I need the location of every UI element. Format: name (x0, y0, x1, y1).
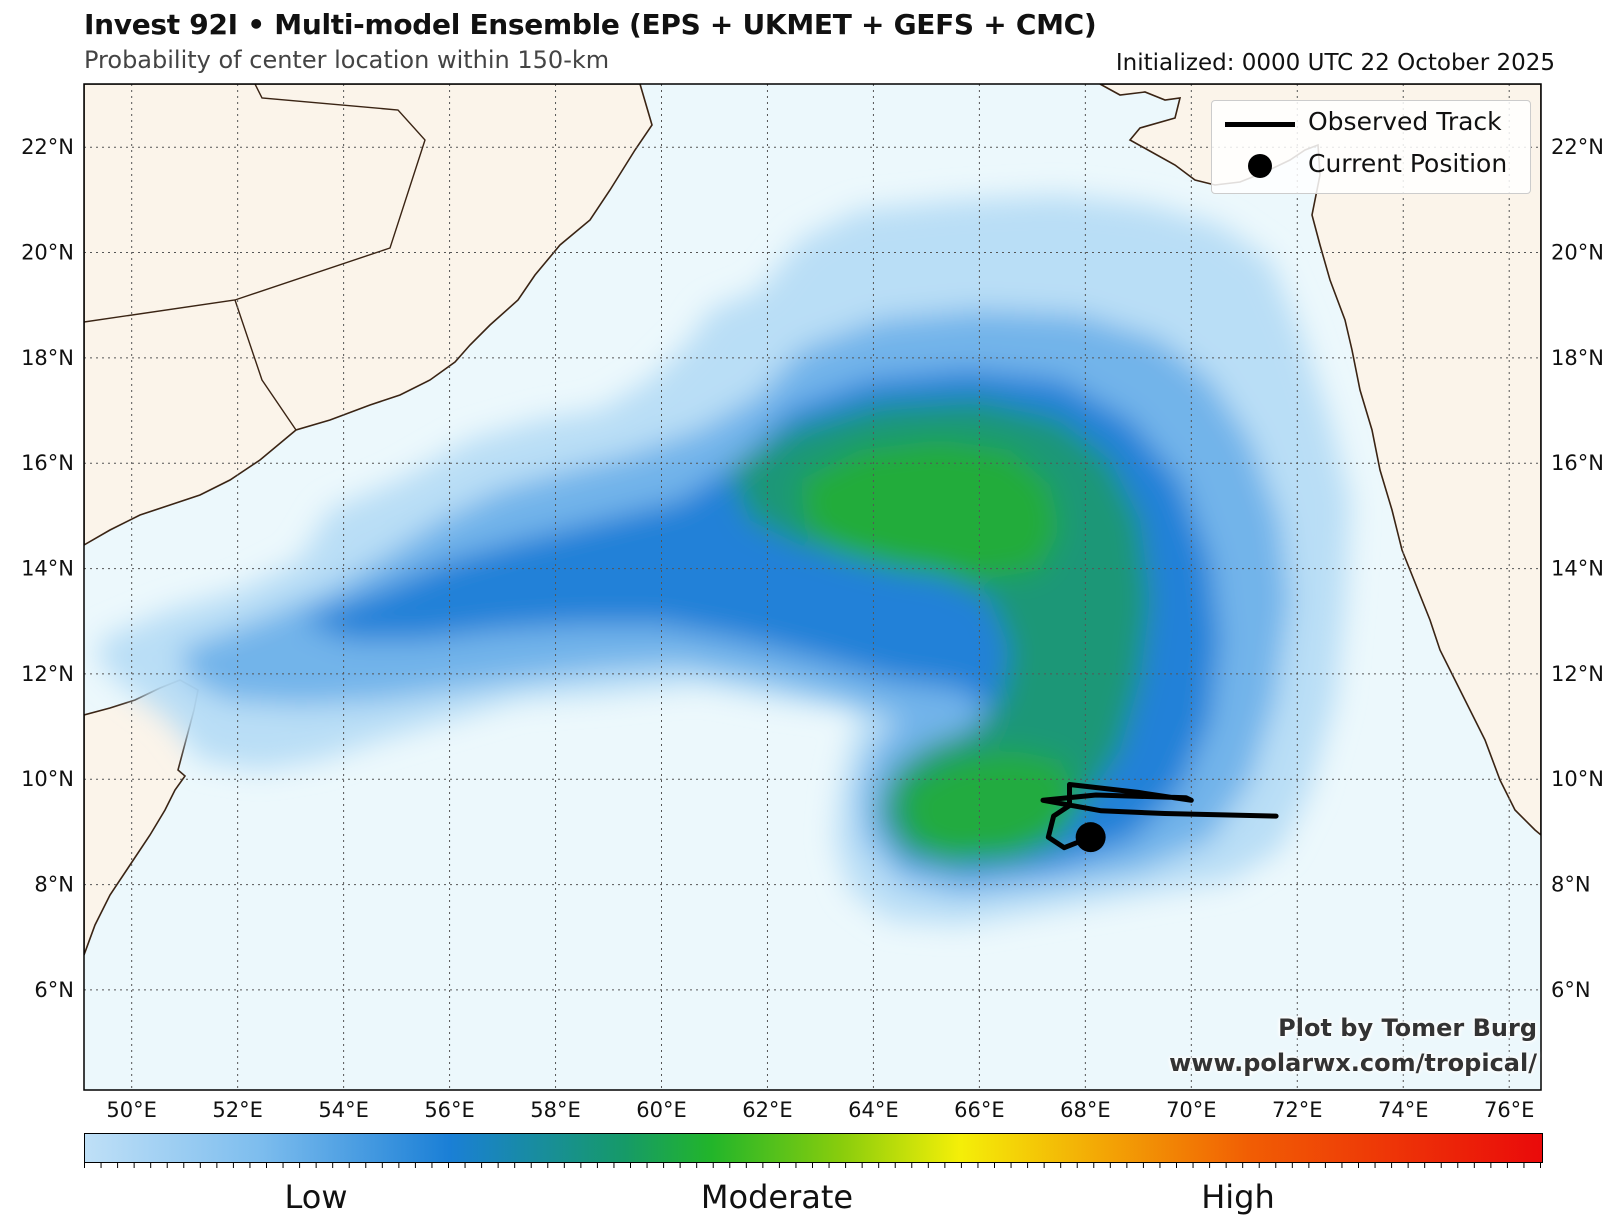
lon-tick-label: 76°E (1484, 1098, 1535, 1122)
colorbar-label-moderate: Moderate (700, 1178, 854, 1216)
lon-tick-label: 70°E (1166, 1098, 1217, 1122)
lon-tick-label: 72°E (1272, 1098, 1323, 1122)
legend: Observed Track Current Position (1211, 100, 1531, 194)
lon-tick-label: 56°E (424, 1098, 475, 1122)
lon-tick-label: 54°E (318, 1098, 369, 1122)
lon-tick-label: 52°E (212, 1098, 263, 1122)
lon-tick-label: 74°E (1378, 1098, 1429, 1122)
lon-tick-label: 58°E (530, 1098, 581, 1122)
lat-tick-label-left: 6°N (34, 978, 74, 1002)
lat-tick-label-right: 18°N (1551, 346, 1604, 370)
colorbar-label-low: Low (284, 1178, 348, 1216)
legend-label: Observed Track (1308, 107, 1502, 136)
arabian-peninsula (84, 84, 653, 546)
lat-tick-label-right: 8°N (1551, 873, 1591, 897)
lat-tick-label-left: 10°N (21, 767, 74, 791)
credit-author: Plot by Tomer Burg (1278, 1014, 1537, 1042)
init-time: Initialized: 0000 UTC 22 October 2025 (1115, 50, 1555, 76)
lat-tick-label-right: 10°N (1551, 767, 1604, 791)
colorbar (84, 1133, 1543, 1163)
legend-dot-swatch (1248, 154, 1272, 178)
lon-tick-label: 62°E (742, 1098, 793, 1122)
legend-line-swatch (1225, 122, 1295, 127)
legend-item-observed-track: Observed Track (1212, 103, 1530, 143)
observed-track (1040, 782, 1279, 851)
lat-tick-label-right: 20°N (1551, 241, 1604, 265)
lon-tick-label: 64°E (848, 1098, 899, 1122)
credit-url: www.polarwx.com/tropical/ (1169, 1049, 1537, 1077)
land (84, 84, 1541, 956)
lat-tick-label-right: 14°N (1551, 557, 1604, 581)
lat-tick-label-left: 8°N (34, 873, 74, 897)
lat-tick-label-left: 12°N (21, 662, 74, 686)
lat-tick-label-right: 22°N (1551, 135, 1604, 159)
india (1099, 84, 1541, 837)
current-position-marker (1075, 822, 1106, 853)
probability-field (100, 195, 1350, 925)
lat-tick-label-left: 22°N (21, 135, 74, 159)
lon-tick-label: 50°E (106, 1098, 157, 1122)
lat-tick-label-right: 12°N (1551, 662, 1604, 686)
lon-tick-label: 68°E (1060, 1098, 1111, 1122)
legend-item-current-position: Current Position (1212, 145, 1530, 185)
colorbar-label-high: High (1201, 1178, 1275, 1216)
borders (84, 84, 426, 431)
lat-tick-label-left: 20°N (21, 241, 74, 265)
map-subtitle: Probability of center location within 15… (84, 46, 610, 74)
legend-label: Current Position (1308, 149, 1508, 178)
lon-tick-label: 66°E (954, 1098, 1005, 1122)
lat-tick-label-left: 16°N (21, 451, 74, 475)
lat-tick-label-left: 14°N (21, 557, 74, 581)
lon-tick-label: 60°E (636, 1098, 687, 1122)
lat-tick-label-right: 16°N (1551, 451, 1604, 475)
lat-tick-label-right: 6°N (1551, 978, 1591, 1002)
lat-tick-label-left: 18°N (21, 346, 74, 370)
colorbar-ticks (84, 1163, 1541, 1168)
map-title: Invest 92I • Multi-model Ensemble (EPS +… (84, 8, 1097, 41)
